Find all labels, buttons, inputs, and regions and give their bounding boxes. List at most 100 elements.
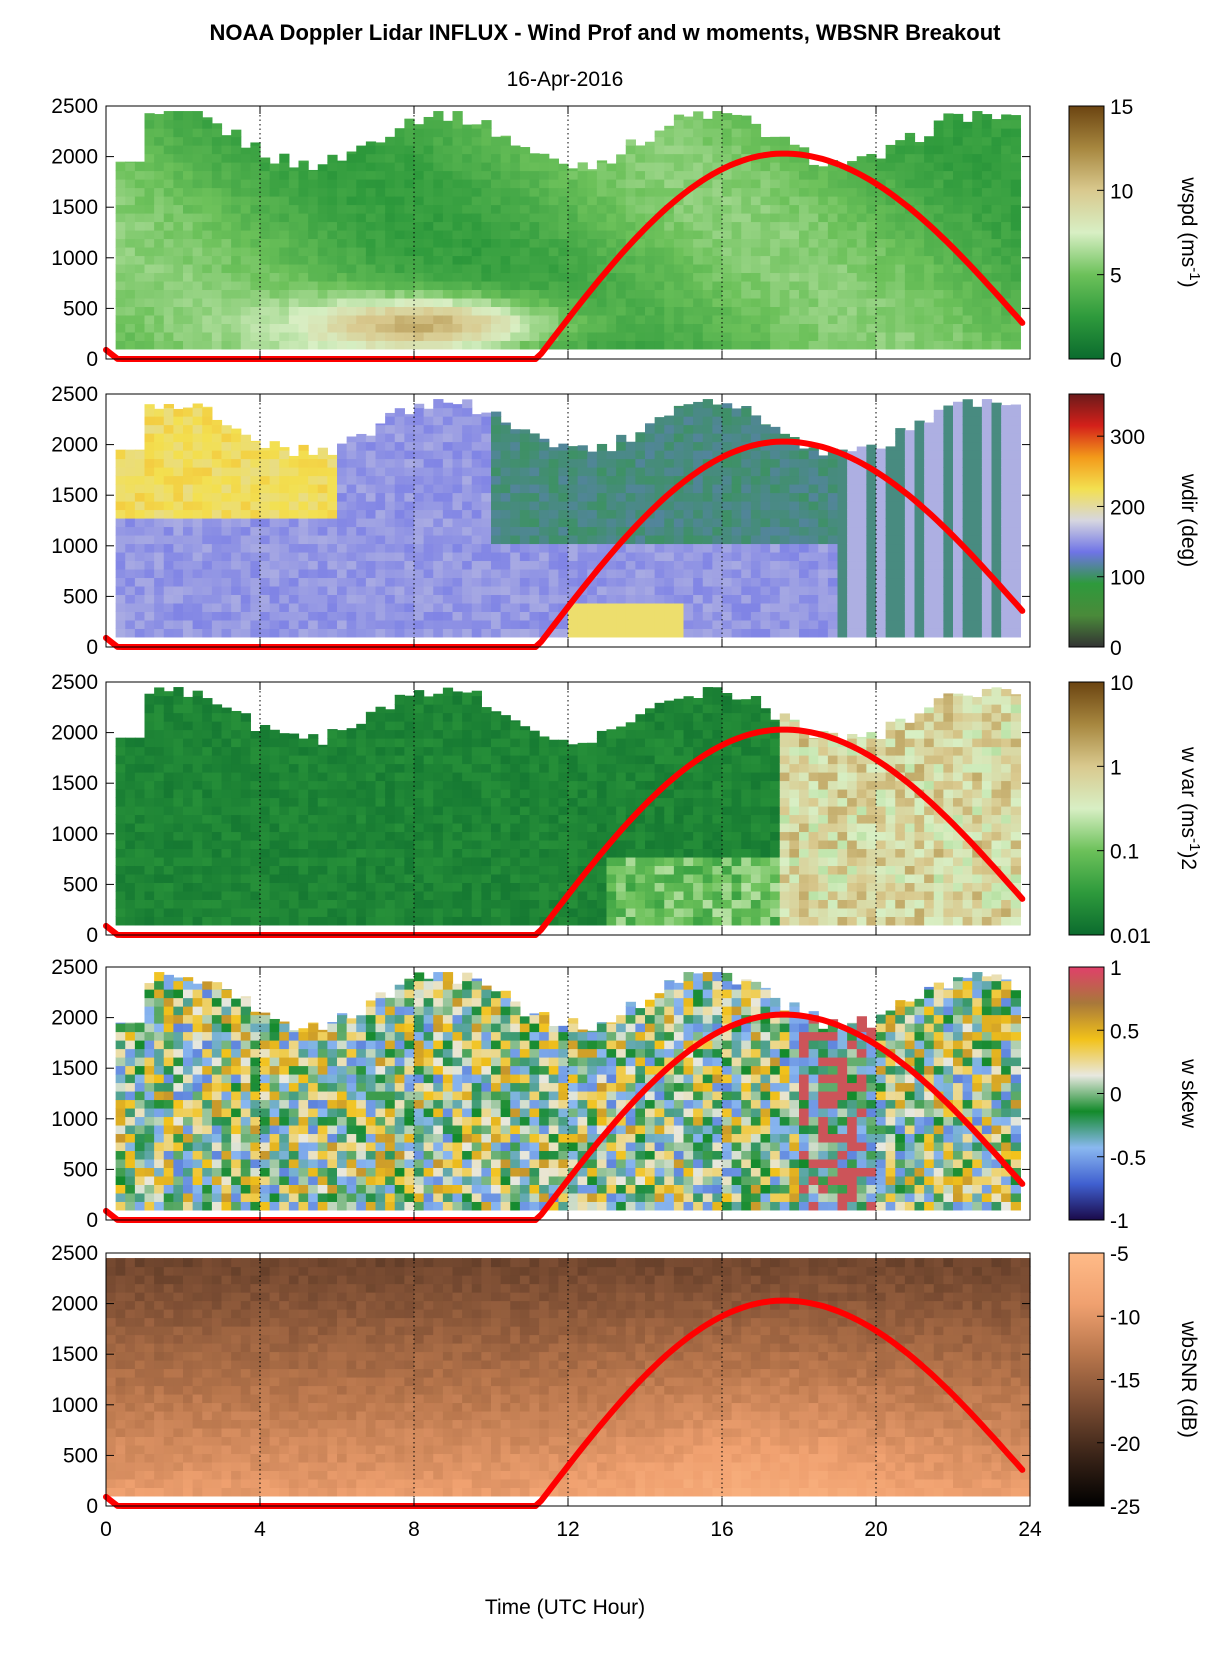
heatmap-cell bbox=[269, 238, 280, 248]
heatmap-cell bbox=[346, 297, 357, 308]
heatmap-cell bbox=[471, 602, 482, 612]
heatmap-cell bbox=[943, 602, 954, 612]
heatmap-cell bbox=[183, 551, 194, 562]
heatmap-cell bbox=[933, 120, 944, 129]
heatmap-cell bbox=[134, 568, 146, 579]
heatmap-cell bbox=[163, 119, 174, 129]
heatmap-cell bbox=[308, 475, 319, 485]
heatmap-cell bbox=[491, 229, 502, 240]
heatmap-cell bbox=[452, 560, 463, 570]
heatmap-cell bbox=[568, 450, 579, 460]
heatmap-cell bbox=[606, 238, 617, 248]
heatmap-cell bbox=[664, 162, 675, 172]
heatmap-cell bbox=[953, 585, 964, 596]
heatmap-cell bbox=[452, 551, 463, 562]
heatmap-cell bbox=[154, 865, 165, 875]
heatmap-cell bbox=[134, 450, 146, 460]
heatmap-cell bbox=[712, 289, 723, 299]
heatmap-cell bbox=[134, 204, 146, 214]
heatmap-cell bbox=[558, 568, 569, 579]
heatmap-cell bbox=[269, 568, 280, 579]
heatmap-cell bbox=[827, 196, 839, 206]
heatmap-cell bbox=[375, 534, 386, 545]
heatmap-cell bbox=[462, 340, 473, 350]
heatmap-cell bbox=[308, 454, 319, 460]
heatmap-cell bbox=[202, 543, 213, 553]
heatmap-cell bbox=[616, 619, 627, 629]
heatmap-cell bbox=[693, 424, 704, 434]
heatmap-cell bbox=[337, 340, 348, 350]
heatmap-cell bbox=[385, 619, 396, 629]
heatmap-cell bbox=[654, 170, 665, 180]
heatmap-cell bbox=[750, 585, 762, 596]
heatmap-cell bbox=[115, 187, 126, 197]
heatmap-cell bbox=[375, 450, 386, 460]
heatmap-cell bbox=[481, 162, 492, 172]
heatmap-cell bbox=[799, 585, 810, 596]
heatmap-cell bbox=[702, 619, 713, 629]
heatmap-cell bbox=[183, 255, 194, 265]
heatmap-cell bbox=[385, 340, 396, 350]
heatmap-cell bbox=[635, 162, 646, 172]
heatmap-cell bbox=[183, 407, 194, 417]
heatmap-cell bbox=[481, 475, 492, 485]
heatmap-cell bbox=[491, 289, 502, 299]
heatmap-cell bbox=[799, 602, 810, 612]
heatmap-cell bbox=[442, 551, 454, 562]
heatmap-cell bbox=[673, 162, 685, 172]
heatmap-cell bbox=[144, 721, 155, 731]
heatmap-cell bbox=[279, 534, 290, 545]
heatmap-cell bbox=[163, 509, 174, 519]
heatmap-cell bbox=[481, 340, 492, 350]
heatmap-cell bbox=[953, 594, 964, 604]
heatmap-cell bbox=[269, 611, 280, 621]
heatmap-cell bbox=[1001, 145, 1012, 155]
heatmap-cell bbox=[394, 594, 405, 604]
heatmap-cell bbox=[664, 509, 675, 519]
heatmap-cell bbox=[202, 272, 213, 282]
heatmap-cell bbox=[115, 255, 126, 265]
heatmap-cell bbox=[192, 263, 203, 274]
heatmap-cell bbox=[279, 500, 290, 511]
heatmap-cell bbox=[981, 602, 993, 612]
heatmap-cell bbox=[635, 611, 646, 621]
heatmap-cell bbox=[365, 153, 377, 163]
heatmap-cell bbox=[847, 314, 858, 324]
heatmap-cell bbox=[933, 492, 944, 502]
heatmap-cell bbox=[914, 196, 925, 206]
heatmap-cell bbox=[558, 458, 569, 468]
heatmap-cell bbox=[375, 153, 386, 163]
heatmap-cell bbox=[981, 543, 993, 553]
heatmap-cell bbox=[837, 467, 848, 477]
heatmap-cell bbox=[625, 500, 636, 511]
heatmap-cell bbox=[144, 492, 155, 502]
heatmap-cell bbox=[154, 568, 165, 579]
heatmap-cell bbox=[442, 407, 454, 417]
heatmap-cell bbox=[346, 517, 357, 528]
heatmap-cell bbox=[442, 280, 454, 291]
heatmap-cell bbox=[962, 500, 973, 511]
heatmap-cell bbox=[856, 289, 867, 299]
heatmap-cell bbox=[712, 179, 723, 189]
heatmap-cell bbox=[298, 551, 309, 562]
heatmap-cell bbox=[587, 585, 598, 596]
heatmap-cell bbox=[529, 289, 540, 299]
heatmap-cell bbox=[115, 340, 126, 350]
heatmap-cell bbox=[192, 441, 203, 451]
heatmap-cell bbox=[702, 128, 713, 138]
heatmap-cell bbox=[991, 402, 1002, 409]
heatmap-cell bbox=[231, 136, 242, 146]
heatmap-cell bbox=[991, 246, 1002, 257]
heatmap-cell bbox=[356, 500, 367, 511]
heatmap-cell bbox=[183, 297, 194, 308]
heatmap-cell bbox=[471, 212, 482, 223]
heatmap-cell bbox=[731, 534, 742, 545]
heatmap-cell bbox=[414, 297, 425, 308]
heatmap-cell bbox=[914, 331, 925, 341]
heatmap-cell bbox=[240, 434, 251, 443]
heatmap-cell bbox=[654, 585, 665, 596]
heatmap-cell bbox=[837, 551, 848, 562]
heatmap-cell bbox=[933, 187, 944, 197]
heatmap-cell bbox=[712, 475, 723, 485]
